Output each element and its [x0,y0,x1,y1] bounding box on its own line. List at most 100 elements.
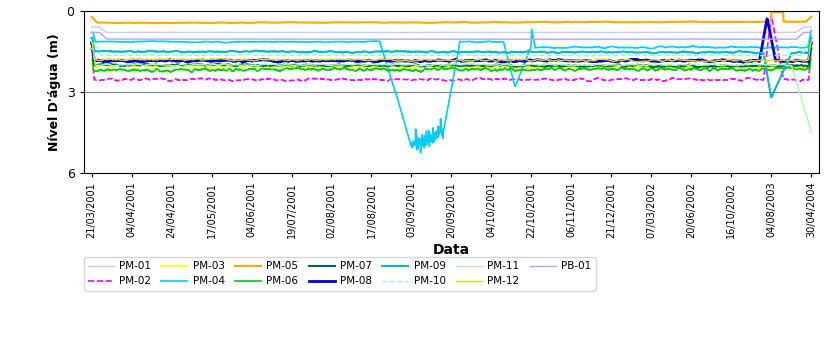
PM-01 [372,30,382,35]
PB-01 [189,37,199,41]
PM-09 [806,36,816,40]
PM-12 [806,41,816,45]
PM-06 [372,67,382,71]
Line: PM-09: PM-09 [92,38,811,97]
Line: PM-06: PM-06 [92,51,811,72]
PM-03 [248,64,258,68]
PM-12 [612,59,622,63]
PM-09 [372,49,382,54]
PM-10 [584,54,594,58]
PM-06 [121,68,131,72]
PM-11 [189,63,199,67]
Line: PM-01: PM-01 [92,27,811,32]
PM-02 [253,78,263,83]
PM-01 [189,30,199,35]
PM-06 [254,68,264,73]
PM-08 [253,58,263,62]
Line: PM-08: PM-08 [92,19,811,62]
PM-09 [253,49,263,53]
PB-01 [87,30,97,35]
PM-08 [372,59,382,64]
PM-03 [121,63,131,68]
Line: PM-12: PM-12 [92,43,811,62]
PM-05 [249,21,259,25]
PM-05 [613,20,623,24]
PM-03 [372,64,382,69]
PM-04 [87,30,97,35]
PM-11 [806,130,816,134]
PM-10 [121,53,131,58]
PM-03 [613,65,623,69]
PM-06 [249,67,259,72]
PM-06 [187,70,197,75]
PM-02 [766,14,776,18]
PM-05 [121,21,131,25]
PM-10 [613,53,623,58]
PM-10 [248,53,258,57]
PM-01 [248,30,258,35]
PM-04 [372,39,382,44]
PM-12 [189,58,199,62]
PM-03 [253,64,263,68]
PM-03 [87,46,97,51]
PM-10 [189,53,199,58]
PB-01 [254,37,264,41]
PM-08 [248,59,258,63]
PM-12 [121,59,131,63]
PM-04 [806,28,816,33]
PM-01 [806,25,816,29]
PM-08 [121,59,131,64]
PM-01 [121,30,131,35]
PB-01 [140,37,150,41]
PM-05 [767,10,777,14]
PM-04 [527,27,537,31]
PM-06 [189,67,199,72]
PM-12 [87,41,97,45]
Line: PM-05: PM-05 [92,12,811,23]
PM-02 [806,57,816,62]
PM-07 [806,46,816,51]
PM-05 [150,21,160,25]
PM-07 [253,63,263,67]
PM-09 [87,36,97,40]
PM-11 [87,46,97,51]
PM-02 [189,77,199,81]
PM-07 [87,46,97,51]
PM-02 [87,57,97,62]
PM-02 [584,79,594,84]
PM-10 [87,41,97,45]
PM-05 [254,20,264,24]
PM-08 [612,59,622,63]
PM-02 [372,77,382,81]
PB-01 [806,30,816,35]
PM-12 [253,57,263,62]
PM-08 [762,17,772,21]
PM-07 [248,63,258,68]
PM-04 [248,40,258,44]
PM-05 [372,20,382,24]
PM-11 [612,63,622,67]
Line: PM-03: PM-03 [92,49,811,69]
PB-01 [249,37,259,41]
PM-04 [613,45,623,50]
Line: PB-01: PB-01 [92,32,811,39]
PM-05 [189,21,199,25]
PM-12 [248,59,258,63]
PM-12 [372,58,382,62]
PM-08 [189,58,199,63]
Legend: PM-01, PM-02, PM-03, PM-04, PM-05, PM-06, PM-07, PM-08, PM-09, PM-10, PM-11, PM-: PM-01, PM-02, PM-03, PM-04, PM-05, PM-06… [84,257,595,291]
PM-07 [693,65,703,69]
PM-12 [742,60,752,64]
PM-10 [253,53,263,58]
PM-02 [613,77,623,81]
PM-05 [806,14,816,19]
PM-09 [189,50,199,54]
PM-08 [87,41,97,45]
PM-07 [121,63,131,67]
PM-04 [189,40,199,44]
PM-01 [87,25,97,29]
PM-04 [415,151,426,155]
PM-10 [806,41,816,45]
Y-axis label: Nível D'água (m): Nível D'água (m) [48,33,61,151]
PM-09 [612,50,622,54]
